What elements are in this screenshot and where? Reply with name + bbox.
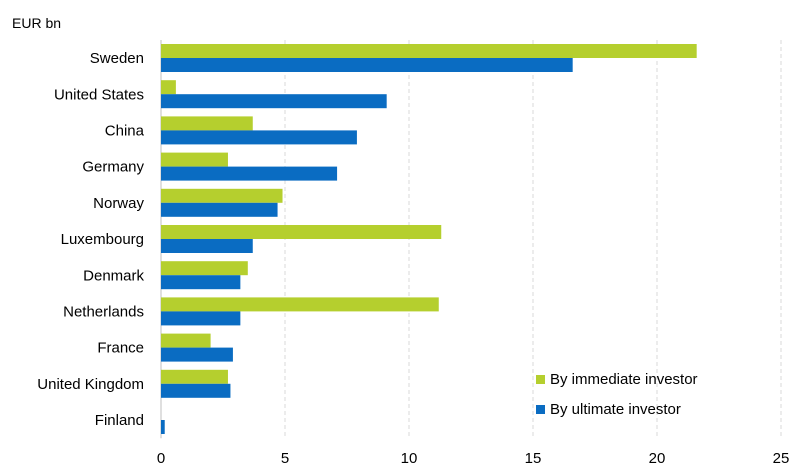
x-tick-label: 0 <box>157 450 165 467</box>
category-labels: Sweden United States China Germany Norway Lux… <box>37 50 144 429</box>
bar-ultimate <box>161 166 338 181</box>
bar-immediate <box>161 80 176 95</box>
x-tick-label: 10 <box>401 450 418 467</box>
bar-ultimate <box>161 311 241 326</box>
bar-immediate <box>161 225 442 239</box>
legend-label: By immediate investor <box>550 371 698 388</box>
category-label: Finland <box>95 412 144 429</box>
bar-ultimate <box>161 420 165 434</box>
bar-immediate <box>161 116 253 131</box>
unit-label: EUR bn <box>12 15 61 31</box>
bar-immediate <box>161 333 211 348</box>
bars <box>161 44 697 434</box>
bar-ultimate <box>161 130 357 145</box>
bar-ultimate <box>161 275 241 290</box>
bar-immediate <box>161 188 283 203</box>
legend-label: By ultimate investor <box>550 401 681 418</box>
x-tick-label: 15 <box>525 450 542 467</box>
x-tick-label: 25 <box>773 450 790 467</box>
legend-swatch <box>536 375 545 384</box>
x-axis-ticks: 0 5 10 15 20 25 <box>157 450 790 467</box>
x-tick-label: 5 <box>281 450 289 467</box>
legend-swatch <box>536 405 545 414</box>
category-label: Luxembourg <box>61 231 144 248</box>
category-label: China <box>105 123 145 140</box>
bar-ultimate <box>161 202 278 217</box>
bar-ultimate <box>161 347 233 362</box>
bar-immediate <box>161 261 248 276</box>
category-label: Denmark <box>83 267 144 284</box>
bar-ultimate <box>161 383 231 398</box>
bar-ultimate <box>161 239 253 253</box>
legend: By immediate investor By ultimate investo… <box>536 371 698 418</box>
bar-immediate <box>161 152 228 167</box>
bar-immediate <box>161 297 439 312</box>
category-label: Germany <box>82 159 144 176</box>
bar-immediate <box>161 369 228 384</box>
bar-ultimate <box>161 58 573 72</box>
category-label: Netherlands <box>63 304 144 321</box>
category-label: Sweden <box>90 50 144 67</box>
bar-ultimate <box>161 94 387 109</box>
x-tick-label: 20 <box>649 450 666 467</box>
category-label: United States <box>54 86 144 103</box>
category-label: France <box>97 340 144 357</box>
category-label: United Kingdom <box>37 376 144 393</box>
bar-immediate <box>161 44 697 58</box>
category-label: Norway <box>93 195 144 212</box>
